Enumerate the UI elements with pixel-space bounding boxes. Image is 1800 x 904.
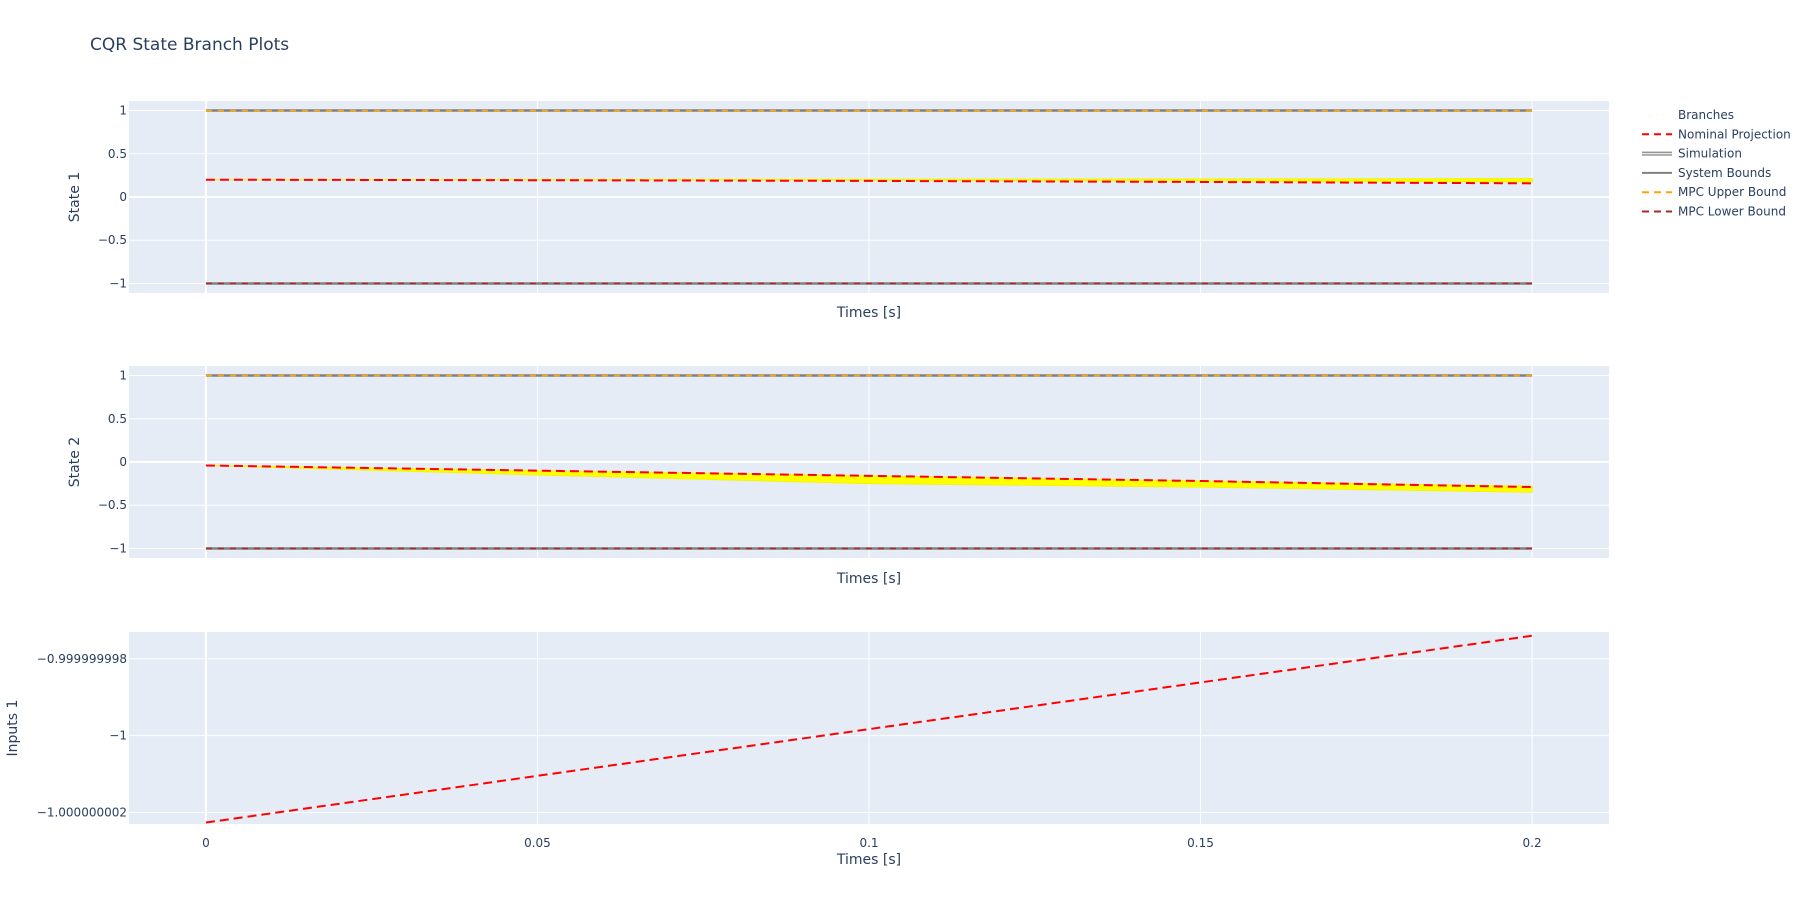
y-axis-title: State 2 [67,437,83,487]
subplot-2: 1 0.5 0 −0.5 −1 Times [s] State 2 [67,366,1609,587]
x-axis-title: Times [s] [836,571,901,587]
y-tick-label: −0.5 [98,498,127,512]
plots-layer: 1 0.5 0 −0.5 −1 Times [s] State 1 1 0.5 0 −0.5 −1 Ti… [5,101,1609,868]
legend[interactable]: Branches Nominal Projection Simulation Syst… [1642,108,1791,219]
legend-label: System Bounds [1678,166,1771,180]
y-tick-label: −1 [109,729,127,743]
chart-title: CQR State Branch Plots [90,35,289,55]
legend-swatch [1649,114,1651,116]
legend-label: Branches [1678,108,1734,122]
x-tick-label: 0.05 [524,836,551,850]
y-tick-label: −1.000000002 [37,806,127,820]
x-axis-title: Times [s] [836,305,901,321]
y-tick-label: 1 [119,369,127,383]
x-tick-label: 0.15 [1187,836,1214,850]
y-tick-label: −0.999999998 [37,652,127,666]
nominal-projection-line [205,464,1533,489]
legend-label: MPC Lower Bound [1678,205,1786,219]
y-tick-label: 1 [119,104,127,118]
legend-label: MPC Upper Bound [1678,185,1786,199]
y-axis-title: Inputs 1 [5,700,21,757]
y-tick-label: 0.5 [108,412,127,426]
nominal-projection-line [205,178,1533,185]
legend-item-nominal-projection[interactable]: Nominal Projection [1642,127,1791,141]
x-tick-label: 0.1 [859,836,878,850]
legend-item-simulation[interactable]: Simulation [1642,147,1742,161]
y-tick-label: −0.5 [98,233,127,247]
subplot-1: 1 0.5 0 −0.5 −1 Times [s] State 1 [67,101,1609,321]
legend-swatch [1663,114,1665,116]
legend-label: Nominal Projection [1678,127,1791,141]
x-tick-label: 0.2 [1523,836,1542,850]
legend-item-mpc-lower-bound[interactable]: MPC Lower Bound [1642,205,1786,219]
y-tick-label: 0.5 [108,147,127,161]
y-axis-title: State 1 [67,172,83,222]
y-tick-label: −1 [109,541,127,555]
legend-item-system-bounds[interactable]: System Bounds [1642,166,1771,180]
y-tick-label: −1 [109,276,127,290]
x-axis-title: Times [s] [836,852,901,868]
y-tick-label: 0 [119,190,127,204]
x-tick-label: 0 [202,836,210,850]
legend-item-branches[interactable]: Branches [1649,108,1734,122]
legend-item-mpc-upper-bound[interactable]: MPC Upper Bound [1642,185,1786,199]
legend-swatch [1656,114,1658,116]
legend-label: Simulation [1678,147,1742,161]
y-tick-label: 0 [119,455,127,469]
subplot-3: −0.999999998 −1 −1.000000002 0 0.05 0.1 0.15 0.… [5,632,1609,868]
